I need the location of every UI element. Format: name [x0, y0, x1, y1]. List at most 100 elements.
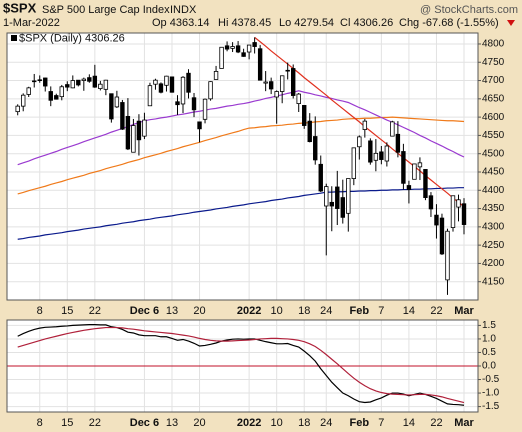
y-tick-label: 4550 — [482, 130, 505, 141]
candle-body — [43, 77, 48, 87]
candle-body — [158, 83, 164, 93]
candle-body — [208, 81, 213, 100]
symbol: $SPX — [3, 0, 37, 15]
candle-body — [65, 84, 70, 88]
candle-body — [346, 178, 351, 214]
candle-body — [257, 48, 263, 81]
candle-body — [48, 91, 53, 101]
y-tick-label: 4400 — [482, 185, 505, 196]
candle-body — [368, 140, 373, 163]
candle-body — [120, 102, 125, 130]
candle-body — [450, 195, 456, 228]
y-tick-label: 4150 — [482, 276, 505, 287]
quote-open: Op 4363.14 — [152, 17, 210, 29]
y-tick-label: 0.0 — [482, 361, 496, 372]
candle-body — [169, 76, 175, 93]
candle-body — [395, 133, 401, 153]
candle-body — [103, 79, 109, 90]
legend-swatch — [11, 35, 17, 41]
x-tick-label: 15 — [61, 305, 73, 317]
exchange: INDX — [170, 4, 197, 16]
candle-body — [274, 91, 279, 98]
candle-body — [147, 85, 153, 107]
y-tick-label: 4700 — [482, 75, 505, 86]
y-tick-label: -1.5 — [482, 401, 500, 412]
candle-body — [235, 45, 241, 53]
candle-body — [268, 81, 274, 90]
candle-body — [131, 125, 136, 153]
candle-body — [412, 163, 417, 180]
x-tick-label: 13 — [166, 417, 178, 429]
candle-body — [70, 80, 75, 89]
candle-body — [351, 147, 357, 179]
x-tick-label: 18 — [298, 417, 310, 429]
x-tick-label: 24 — [320, 417, 332, 429]
candle-body — [313, 136, 318, 161]
candle-body — [401, 151, 406, 184]
x-tick-label: 22 — [430, 305, 442, 317]
candle-body — [329, 201, 334, 207]
y-tick-label: 4300 — [482, 221, 505, 232]
line-series — [17, 116, 465, 195]
x-tick-label: 7 — [378, 417, 384, 429]
plot-area — [6, 32, 479, 301]
candle-body — [153, 79, 158, 85]
x-tick-label: 20 — [193, 305, 205, 317]
candle-body — [379, 151, 384, 160]
candle-body — [390, 121, 395, 137]
x-tick-label: 22 — [89, 305, 101, 317]
candle-body — [92, 75, 98, 88]
plot-frame — [6, 32, 479, 301]
index-name: S&P 500 Large Cap Index — [42, 4, 170, 16]
candle-body — [191, 97, 197, 111]
x-tick-label: Mar — [454, 305, 474, 317]
candle-body — [230, 46, 235, 49]
candle-body — [114, 96, 120, 108]
candle-body — [37, 79, 42, 82]
y-tick-label: 4200 — [482, 258, 505, 269]
candle-body — [318, 163, 323, 192]
line-series — [254, 36, 465, 208]
x-tick-label: Feb — [350, 305, 370, 317]
x-tick-label: 20 — [193, 417, 205, 429]
candle-body — [164, 75, 169, 86]
x-tick-label: Feb — [350, 417, 370, 429]
y-tick-label: 4750 — [482, 57, 505, 68]
x-tick-label: 22 — [89, 417, 101, 429]
y-tick-label: 1.0 — [482, 334, 496, 345]
y-tick-label: 0.5 — [482, 347, 496, 358]
candle-body — [279, 75, 285, 92]
y-tick-label: 4650 — [482, 93, 505, 104]
x-tick-label: Mar — [454, 417, 474, 429]
candle-body — [445, 230, 450, 281]
candle-body — [324, 186, 329, 207]
legend-label: $SPX (Daily) 4306.26 — [19, 32, 125, 44]
x-tick-label: 8 — [37, 417, 43, 429]
y-tick-label: 4600 — [482, 112, 505, 123]
candle-body — [428, 195, 434, 210]
quote-low: Lo 4279.54 — [279, 17, 334, 29]
y-tick-label: 4250 — [482, 240, 505, 251]
candle-body — [87, 77, 92, 82]
y-tick-label: 4800 — [482, 39, 505, 50]
x-tick-label: 8 — [37, 305, 43, 317]
candle-body — [252, 42, 257, 47]
quote-date: 1-Mar-2022 — [3, 17, 60, 29]
candle-body — [335, 186, 340, 209]
plot-frame — [6, 319, 479, 413]
x-tick-label: Dec 6 — [130, 305, 159, 317]
candle-body — [241, 52, 246, 57]
y-tick-label: 4350 — [482, 203, 505, 214]
candle-body — [263, 81, 268, 84]
candle-body — [125, 115, 131, 150]
y-tick-label: -0.5 — [482, 374, 500, 385]
candle-body — [423, 169, 428, 198]
candle-body — [296, 93, 301, 104]
candle-body — [213, 71, 219, 80]
candle-body — [246, 44, 252, 53]
candle-body — [461, 203, 467, 225]
candle-body — [224, 45, 230, 50]
candle-body — [357, 136, 362, 148]
y-tick-label: 1.5 — [482, 320, 496, 331]
